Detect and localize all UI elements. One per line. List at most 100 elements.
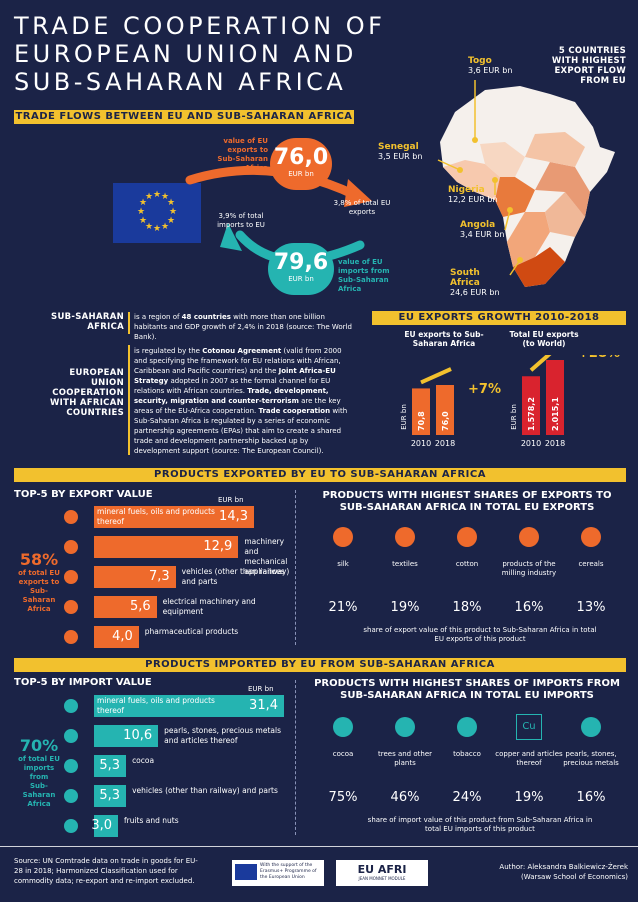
shirt-icon — [392, 524, 418, 550]
product-label: tobacco — [453, 750, 481, 758]
growth-bar-label: 2.015,1 — [551, 397, 560, 431]
country-senegal: Senegal 3,5 EUR bn — [378, 142, 423, 161]
bar-value: 3,0 — [91, 818, 112, 833]
svg-text:★: ★ — [153, 224, 161, 234]
gears-icon — [62, 538, 80, 556]
svg-text:★: ★ — [167, 216, 175, 226]
map-pointers — [437, 80, 523, 276]
copper-icon: Cu — [516, 714, 542, 740]
country-togo: Togo 3,6 EUR bn — [468, 56, 513, 75]
product-pct: 75% — [328, 790, 358, 805]
product-pct: 18% — [452, 600, 482, 615]
exports-circle: 76,0 EUR bn — [270, 138, 332, 190]
silk-icon — [330, 524, 356, 550]
product-pct: 16% — [576, 790, 606, 805]
product-label: silk — [337, 560, 349, 568]
growth-pct: +28% — [578, 355, 620, 361]
exports-label: value of EU exports to Sub-Saharan Afric… — [217, 137, 268, 172]
euafri-logo: EU AFRI JEAN MONNET MODULE — [336, 860, 428, 886]
trade-flows-header: TRADE FLOWS BETWEEN EU AND SUB-SAHARAN A… — [14, 110, 354, 124]
growth-axis-unit: EUR bn — [400, 404, 408, 430]
imports-share: 3,9% of total imports to EU — [217, 212, 265, 229]
bar-value: 10,6 — [123, 728, 153, 743]
svg-text:★: ★ — [169, 207, 177, 217]
growth-bar-label: 1.578,2 — [527, 397, 536, 431]
imports-shares-note: share of import value of this product fr… — [367, 816, 593, 833]
svg-text:★: ★ — [139, 198, 147, 208]
svg-text:★: ★ — [145, 222, 153, 232]
coop-heading: EUROPEAN UNION COOPERATION WITH AFRICAN COUN… — [49, 368, 124, 418]
diamond-icon — [578, 714, 604, 740]
growth-left-title: EU exports to Sub-Saharan Africa — [404, 330, 484, 348]
bar: 5,3 — [94, 785, 127, 807]
bar-value: 31,4 — [249, 698, 278, 713]
eu-stars-icon: ★ ★★★ ★★★★ ★★★★ — [137, 190, 177, 234]
battery-icon — [62, 598, 80, 616]
exports-share: 3,8% of total EU exports — [333, 199, 391, 216]
imports-value: 79,6 — [273, 250, 329, 275]
product-label: cocoa — [332, 750, 354, 758]
bar-label: cocoa — [132, 756, 155, 765]
coop-divider — [128, 345, 130, 455]
svg-text:★: ★ — [161, 222, 169, 232]
growth-axis-unit: EUR bn — [510, 404, 518, 430]
svg-text:★: ★ — [167, 198, 175, 208]
bar: 5,6 — [94, 596, 157, 618]
growth-bar — [436, 385, 454, 435]
growth-bar — [412, 388, 430, 435]
svg-text:★: ★ — [137, 207, 145, 217]
cigarette-icon — [454, 714, 480, 740]
bar-value: 12,9 — [203, 539, 233, 554]
exports-divider — [295, 490, 296, 645]
imports-top5-title: TOP-5 BY IMPORT VALUE — [14, 677, 152, 688]
product-pct: 13% — [576, 600, 606, 615]
tree-icon — [392, 714, 418, 740]
export-shares: silk 21% textiles 19% cotton 18% products of t… — [312, 524, 622, 644]
svg-text:★: ★ — [145, 192, 153, 202]
bar-label: machinery and mechanical appliances — [244, 537, 288, 576]
bar-value: 5,6 — [129, 599, 151, 614]
product-pct: 24% — [452, 790, 482, 805]
ssa-text: is a region of 48 countries with more th… — [134, 313, 352, 341]
product-label: cereals — [578, 560, 604, 568]
bar: 3,0 — [91, 815, 118, 837]
imports-unit-label: EUR bn — [248, 685, 274, 693]
bar-value: 14,3 — [219, 509, 248, 524]
oil-drop-icon — [62, 508, 80, 526]
coop-text: is regulated by the Cotonou Agreement (v… — [134, 347, 348, 455]
footer-source: Source: UN Comtrade data on trade in goo… — [14, 857, 198, 885]
bar-label: vehicles (other than railway) and parts — [181, 567, 290, 586]
product-label: trees and other plants — [378, 750, 432, 767]
imports-unit: EUR bn — [288, 275, 314, 283]
exports-share-block: 58% of total EU exports to Sub-Saharan Afri… — [18, 550, 60, 613]
bar: 4,0 — [94, 626, 139, 648]
map-title: 5 COUNTRIES WITH HIGHEST EXPORT FLOW FRO… — [551, 46, 626, 86]
exports-value: 76,0 — [273, 145, 329, 170]
product-label: pearls, stones, precious metals — [563, 750, 619, 767]
product-pct: 21% — [328, 600, 358, 615]
bar: 12,9 — [94, 536, 239, 558]
flour-icon — [516, 524, 542, 550]
export-bars: 14,3 mineral fuels, oils and products the… — [62, 506, 292, 656]
import-shares: cocoa 75% trees and other plants 46% tobacco… — [312, 714, 622, 834]
exported-header: PRODUCTS EXPORTED BY EU TO SUB-SAHARAN A… — [14, 468, 626, 482]
medical-icon — [62, 628, 80, 646]
page-title: TRADE COOPERATION OF EUROPEAN UNION AND … — [14, 12, 386, 96]
bar-label: mineral fuels, oils and products thereof — [97, 696, 215, 715]
footer-rule — [0, 846, 638, 847]
country-nigeria: Nigeria 12,2 EUR bn — [448, 185, 498, 204]
cotton-icon — [454, 524, 480, 550]
cocoa-icon — [62, 757, 80, 775]
growth-year-label: 2018 — [435, 439, 455, 448]
exports-unit-label: EUR bn — [218, 496, 244, 504]
bar-label: mineral fuels, oils and products thereof — [97, 507, 215, 526]
product-pct: 19% — [514, 790, 544, 805]
country-south-africa: South Africa 24,6 EUR bn — [450, 268, 500, 297]
growth-chart: EUR bn 70,8 2010 76,0 2018 +7% EUR bn 1.578,2 20… — [400, 355, 620, 448]
bar-label: fruits and nuts — [124, 816, 179, 825]
oil-drop-icon — [62, 697, 80, 715]
bar: 5,3 — [94, 755, 127, 777]
growth-bar-label: 76,0 — [441, 411, 450, 431]
exports-unit: EUR bn — [288, 170, 314, 178]
product-label: products of the milling industry — [501, 560, 557, 577]
